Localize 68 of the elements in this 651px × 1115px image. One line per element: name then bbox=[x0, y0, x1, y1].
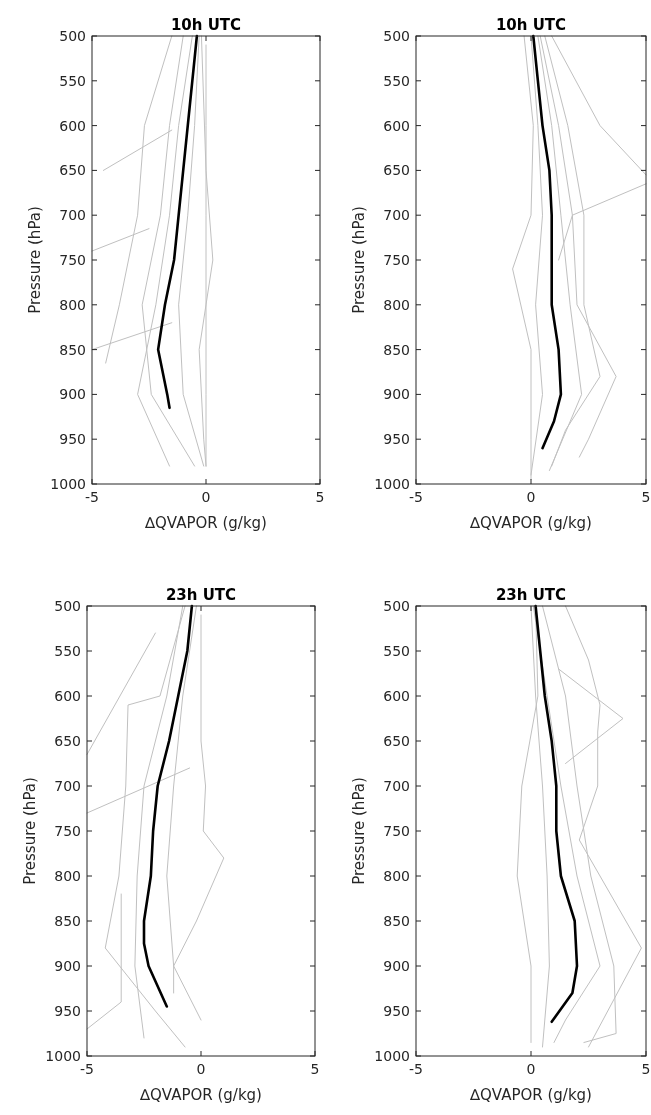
y-tick-label: 1000 bbox=[50, 475, 86, 492]
y-tick-label: 950 bbox=[59, 431, 86, 448]
x-tick-label: -5 bbox=[80, 1061, 94, 1077]
y-axis-title: Pressure (hPa) bbox=[350, 777, 368, 885]
x-tick-label: -5 bbox=[85, 489, 99, 505]
y-tick-label: 500 bbox=[54, 597, 81, 614]
y-tick-label: 850 bbox=[59, 341, 86, 358]
y-tick-label: 750 bbox=[383, 251, 410, 268]
y-tick-label: 700 bbox=[59, 207, 86, 224]
x-tick-label: 5 bbox=[641, 1061, 651, 1077]
y-tick-label: 900 bbox=[59, 386, 86, 403]
x-axis-title: ∆QVAPOR (g/kg) bbox=[139, 1086, 262, 1104]
y-tick-label: 650 bbox=[59, 162, 86, 179]
y-tick-label: 800 bbox=[59, 296, 86, 313]
x-tick-label: 0 bbox=[526, 1061, 536, 1077]
x-axis-title: ∆QVAPOR (g/kg) bbox=[469, 1086, 592, 1104]
y-tick-label: 800 bbox=[383, 296, 410, 313]
y-tick-label: 850 bbox=[383, 912, 410, 929]
x-tick-label: 0 bbox=[201, 489, 211, 505]
y-tick-label: 950 bbox=[383, 1002, 410, 1019]
y-tick-label: 850 bbox=[383, 341, 410, 358]
y-tick-label: 550 bbox=[383, 72, 410, 89]
x-tick-label: 0 bbox=[526, 489, 536, 505]
y-tick-label: 850 bbox=[54, 912, 81, 929]
y-axis-title: Pressure (hPa) bbox=[26, 206, 44, 314]
x-tick-label: 5 bbox=[310, 1061, 320, 1077]
y-tick-label: 750 bbox=[383, 822, 410, 839]
y-tick-label: 500 bbox=[383, 27, 410, 44]
y-axis-title: Pressure (hPa) bbox=[21, 777, 39, 885]
y-tick-label: 700 bbox=[383, 777, 410, 794]
x-tick-label: -5 bbox=[409, 489, 423, 505]
y-tick-label: 650 bbox=[383, 162, 410, 179]
y-tick-label: 900 bbox=[383, 957, 410, 974]
x-tick-label: 5 bbox=[641, 489, 651, 505]
y-tick-label: 900 bbox=[383, 386, 410, 403]
x-tick-label: -5 bbox=[409, 1061, 423, 1077]
chart-title: 10h UTC bbox=[170, 16, 242, 34]
y-tick-label: 1000 bbox=[374, 1047, 410, 1064]
y-tick-label: 550 bbox=[54, 642, 81, 659]
y-tick-label: 600 bbox=[383, 117, 410, 134]
x-tick-label: 0 bbox=[196, 1061, 206, 1077]
y-tick-label: 700 bbox=[54, 777, 81, 794]
y-tick-label: 600 bbox=[54, 687, 81, 704]
y-tick-label: 500 bbox=[59, 27, 86, 44]
y-tick-label: 700 bbox=[383, 207, 410, 224]
y-tick-label: 900 bbox=[54, 957, 81, 974]
y-tick-label: 950 bbox=[54, 1002, 81, 1019]
y-tick-label: 750 bbox=[54, 822, 81, 839]
y-tick-label: 800 bbox=[383, 867, 410, 884]
x-axis-title: ∆QVAPOR (g/kg) bbox=[469, 514, 592, 532]
y-tick-label: 550 bbox=[383, 642, 410, 659]
x-axis-title: ∆QVAPOR (g/kg) bbox=[144, 514, 267, 532]
y-tick-label: 1000 bbox=[45, 1047, 81, 1064]
chart-title: 23h UTC bbox=[165, 586, 237, 604]
y-tick-label: 650 bbox=[383, 732, 410, 749]
y-tick-label: 1000 bbox=[374, 475, 410, 492]
y-axis-title: Pressure (hPa) bbox=[350, 206, 368, 314]
y-tick-label: 650 bbox=[54, 732, 81, 749]
y-tick-label: 800 bbox=[54, 867, 81, 884]
chart-title: 10h UTC bbox=[495, 16, 567, 34]
y-tick-label: 750 bbox=[59, 251, 86, 268]
x-tick-label: 5 bbox=[315, 489, 325, 505]
y-tick-label: 500 bbox=[383, 597, 410, 614]
chart-title: 23h UTC bbox=[495, 586, 567, 604]
y-tick-label: 600 bbox=[59, 117, 86, 134]
y-tick-label: 600 bbox=[383, 687, 410, 704]
y-tick-label: 550 bbox=[59, 72, 86, 89]
y-tick-label: 950 bbox=[383, 431, 410, 448]
